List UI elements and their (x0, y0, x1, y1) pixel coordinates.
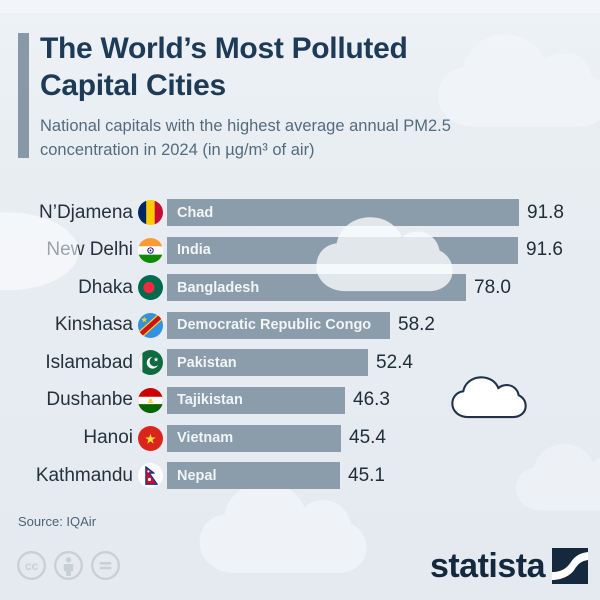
cloud-outline-icon (450, 369, 528, 423)
country-label: Tajikistan (177, 392, 243, 409)
cc-icon: cc (17, 551, 46, 580)
statista-logo-mark (552, 548, 588, 584)
pakistan-flag-icon: ★ (138, 350, 163, 376)
chart-title-line2: Capital Cities (40, 69, 226, 102)
tajikistan-flag-icon (138, 387, 163, 413)
chart-row: Islamabad ★ Pakistan 52.4 (0, 349, 600, 377)
bar-chart: N’Djamena Chad 91.8 New Delhi India 91.6 Dhaka… (0, 199, 600, 500)
license-icons: cc (16, 550, 121, 581)
source-note: Source: IQAir (18, 514, 97, 529)
value-bar: Tajikistan (167, 386, 345, 414)
city-label: Dushanbe (46, 389, 133, 411)
attribution-icon (54, 551, 83, 580)
statista-wordmark: statista (429, 547, 546, 585)
value-label: 45.4 (349, 427, 386, 449)
svg-text:cc: cc (25, 559, 39, 573)
value-label: 52.4 (376, 351, 413, 373)
chart-row: Kathmandu Nepal 45.1 (0, 462, 600, 490)
city-label: Hanoi (83, 427, 133, 449)
chart-row: Kinshasa ★ Democratic Republic Congo 58.2 (0, 311, 600, 339)
chart-row: N’Djamena Chad 91.8 (0, 199, 600, 226)
cloud-decoration (316, 217, 453, 292)
no-derivatives-icon (91, 551, 120, 580)
city-label: Kathmandu (35, 464, 133, 486)
chart-title-line1: The World’s Most Polluted (40, 32, 408, 65)
vietnam-flag-icon: ★ (138, 425, 163, 451)
value-bar: Pakistan (167, 349, 368, 377)
city-label: Kinshasa (54, 314, 133, 336)
country-label: Pakistan (177, 354, 237, 371)
chart-title: The World’s Most Polluted Capital Cities (40, 30, 408, 104)
svg-text:★: ★ (141, 314, 148, 324)
svg-text:★: ★ (144, 431, 156, 447)
value-label: 58.2 (398, 314, 435, 336)
svg-text:★: ★ (153, 357, 159, 364)
title-accent-bar (18, 33, 29, 158)
chart-row: New Delhi India 91.6 (0, 236, 600, 264)
city-label: Dhaka (78, 276, 133, 298)
value-label: 45.1 (348, 464, 385, 486)
cloud-decoration (0, 212, 79, 291)
chart-subtitle-line2: concentration in 2024 (in µg/m³ of air) (40, 141, 315, 159)
value-bar: Nepal (167, 462, 340, 490)
country-label: Chad (177, 204, 214, 221)
cloud-decoration (515, 444, 600, 511)
nepal-flag-icon (138, 463, 163, 489)
value-label: 91.8 (527, 201, 564, 223)
country-label: Bangladesh (177, 279, 260, 296)
chad-flag-icon (138, 200, 163, 225)
chart-row: Dhaka Bangladesh 78.0 (0, 274, 600, 302)
city-label: Islamabad (45, 351, 133, 373)
chart-row: Hanoi ★ Vietnam 45.4 (0, 424, 600, 452)
statista-logo: statista (430, 548, 588, 584)
cloud-decoration (438, 34, 600, 127)
country-label: Vietnam (177, 430, 234, 447)
value-label: 46.3 (353, 389, 390, 411)
city-label: N’Djamena (39, 201, 133, 223)
chart-row: Dushanbe Tajikistan 46.3 (0, 386, 600, 414)
chart-subtitle: National capitals with the highest avera… (40, 114, 451, 162)
cloud-decoration (0, 0, 600, 13)
bangladesh-flag-icon (138, 275, 163, 301)
value-bar: Vietnam (167, 424, 341, 452)
country-label: India (177, 242, 211, 259)
value-bar: Democratic Republic Congo (167, 311, 390, 339)
cloud-decoration (199, 482, 367, 573)
drcongo-flag-icon: ★ (138, 312, 163, 338)
value-bar: Chad (167, 199, 519, 226)
country-label: Nepal (177, 467, 217, 484)
chart-subtitle-line1: National capitals with the highest avera… (40, 117, 451, 135)
india-flag-icon (138, 237, 163, 263)
value-label: 91.6 (526, 239, 563, 261)
country-label: Democratic Republic Congo (177, 317, 372, 334)
value-label: 78.0 (474, 276, 511, 298)
